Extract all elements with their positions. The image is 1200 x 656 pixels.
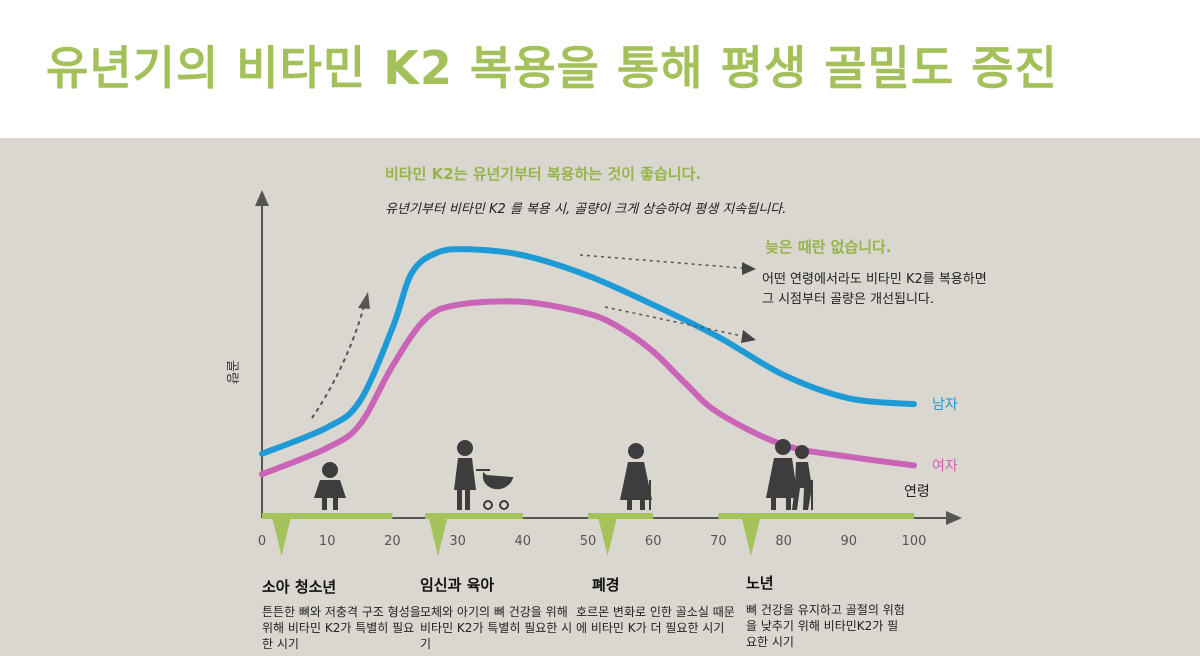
headline-early-intake: 비타민 K2는 유년기부터 복용하는 것이 좋습니다.	[385, 165, 702, 183]
male-dotted-arrow	[579, 254, 743, 269]
stage-pointer	[742, 519, 760, 556]
x-tick-label: 30	[449, 534, 466, 549]
y-axis-label: 골량	[224, 360, 239, 384]
mother-stroller-icon	[483, 500, 493, 510]
x-axis-arrow	[946, 511, 962, 525]
rising-dotted-arrow	[311, 305, 365, 419]
mother-stroller-icon	[457, 440, 473, 456]
elderly-couple-icon	[795, 445, 809, 459]
stage-title-pregnancy: 임신과 육아	[420, 576, 495, 594]
y-axis-arrow	[255, 190, 269, 206]
x-tick-label: 80	[775, 534, 792, 549]
x-tick-label: 100	[902, 534, 927, 549]
page-title: 유년기의 비타민 K2 복용을 통해 평생 골밀도 증진	[46, 41, 1058, 95]
stage-title-childhood: 소아 청소년	[262, 578, 337, 596]
series-label: 여자	[932, 458, 958, 474]
stage-band	[262, 513, 393, 519]
stage-desc-senior: 뼈 건강을 유지하고 골절의 위험을 낮추기 위해 비타민K2가 필요한 시기	[746, 603, 905, 649]
stage-desc-menopause: 호르몬 변화로 인한 골소실 때문에 비타민 K가 더 필요한 시기	[576, 605, 735, 635]
never-late-note-1: 어떤 연령에서라도 비타민 K2를 복용하면	[762, 272, 987, 287]
mother-stroller-icon	[454, 458, 476, 510]
x-tick-label: 70	[710, 534, 727, 549]
x-axis-label: 연령	[904, 484, 930, 500]
female-arrow-head	[741, 330, 756, 343]
x-tick-label: 40	[515, 534, 532, 549]
x-tick-label: 50	[580, 534, 597, 549]
x-tick-label: 90	[841, 534, 858, 549]
series-label: 남자	[932, 397, 958, 413]
headline-never-late: 늦은 때란 없습니다.	[765, 238, 892, 256]
early-intake-note: 유년기부터 비타민 K2 를 복용 시, 골량이 크게 상승하여 평생 지속됩니…	[385, 202, 787, 217]
stage-desc-pregnancy: 모체와 아기의 뼈 건강을 위해 비타민 K2가 특별히 필요한 시기	[420, 605, 573, 651]
stage-title-menopause: 폐경	[592, 576, 620, 594]
male-arrow-head	[742, 262, 756, 275]
elderly-couple-icon	[775, 439, 791, 455]
stage-title-senior: 노년	[746, 574, 774, 592]
child-icon	[314, 480, 346, 510]
series-line-female	[259, 298, 917, 478]
mother-stroller-icon	[499, 500, 509, 510]
stage-band	[425, 513, 523, 519]
x-tick-label: 60	[645, 534, 662, 549]
elderly-couple-icon	[792, 462, 812, 510]
chart-panel	[0, 138, 1200, 656]
x-tick-label: 0	[258, 534, 266, 549]
female-dotted-arrow	[604, 306, 743, 337]
elderly-couple-icon	[766, 458, 798, 510]
never-late-note-2: 그 시점부터 골량은 개선됩니다.	[762, 292, 935, 307]
series-line-male	[259, 246, 917, 457]
child-icon	[322, 462, 338, 478]
rising-arrow-head	[358, 292, 370, 309]
stage-desc-childhood: 튼튼한 뼈와 저충격 구조 형성을 위해 비타민 K2가 특별히 필요한 시기	[262, 605, 421, 651]
stage-pointer	[429, 519, 448, 556]
x-tick-label: 10	[319, 534, 336, 549]
stage-band	[588, 513, 654, 519]
x-tick-label: 20	[384, 534, 401, 549]
stage-pointer	[598, 519, 617, 556]
stage-pointer	[272, 519, 291, 556]
woman-icon	[620, 462, 652, 510]
mother-stroller-icon	[476, 469, 514, 489]
stage-band	[718, 513, 914, 519]
woman-icon	[628, 443, 644, 459]
